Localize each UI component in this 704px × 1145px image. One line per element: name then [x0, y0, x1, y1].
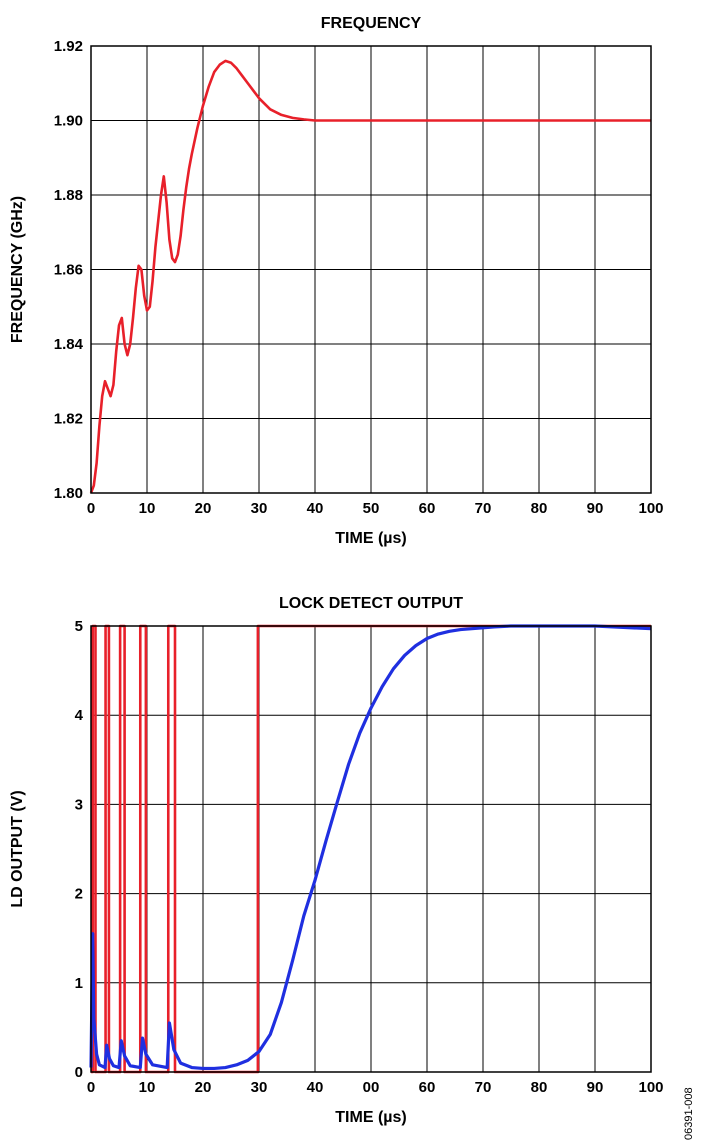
figure-id: 06391-008 [683, 1087, 695, 1140]
chart-title: FREQUENCY [321, 15, 422, 32]
x-tick-label: 80 [531, 1079, 548, 1096]
x-tick-label: 40 [307, 500, 324, 517]
frequency-series-line [89, 59, 651, 494]
plot-frame [90, 625, 652, 1073]
x-tick-label: 70 [475, 500, 492, 517]
y-tick-label: 1.88 [54, 187, 83, 204]
y-tick-label: 1 [75, 975, 83, 992]
y-tick-label: 5 [75, 618, 83, 635]
x-tick-label: 50 [363, 500, 380, 517]
x-tick-label: 90 [587, 500, 604, 517]
x-tick-label: 100 [638, 500, 663, 517]
y-tick-label: 1.90 [54, 113, 83, 130]
y-tick-label: 3 [75, 796, 83, 813]
plot-frame [90, 45, 652, 494]
x-tick-label: 100 [638, 1079, 663, 1096]
x-tick-label: 30 [251, 1079, 268, 1096]
y-axis-label: LD OUTPUT (V) [9, 790, 26, 907]
ld-analog-series-line [89, 624, 652, 1071]
x-tick-label: 00 [363, 1079, 380, 1096]
y-tick-label: 2 [75, 886, 83, 903]
y-tick-label: 0 [75, 1064, 83, 1081]
x-tick-label: 0 [87, 1079, 95, 1096]
x-axis-label: TIME (µs) [335, 1109, 406, 1126]
x-tick-label: 90 [587, 1079, 604, 1096]
y-axis-label: FREQUENCY (GHz) [9, 196, 26, 343]
frequency-chart: 0 10 20 30 40 50 60 70 80 90 100 1.80 1.82 1.84 1.86 1.… [9, 15, 664, 547]
x-tick-label: 30 [251, 500, 268, 517]
chart-title: LOCK DETECT OUTPUT [279, 595, 463, 612]
x-tick-label: 0 [87, 500, 95, 517]
x-tick-label: 10 [139, 500, 156, 517]
x-axis-label: TIME (µs) [335, 530, 406, 547]
y-tick-label: 1.80 [54, 485, 83, 502]
x-tick-label: 20 [195, 500, 212, 517]
x-tick-label: 70 [475, 1079, 492, 1096]
x-tick-label: 40 [307, 1079, 324, 1096]
ld-digital-series-line [91, 624, 651, 1074]
x-tick-label: 20 [195, 1079, 212, 1096]
y-tick-label: 1.92 [54, 38, 83, 55]
x-tick-label: 80 [531, 500, 548, 517]
lock-detect-chart: 0 10 20 30 40 00 60 70 80 90 100 0 1 2 3 4 5 LOCK DETECT … [9, 595, 664, 1126]
y-tick-label: 1.86 [54, 262, 83, 279]
x-tick-label: 10 [139, 1079, 156, 1096]
x-tick-label: 60 [419, 500, 436, 517]
y-tick-label: 1.82 [54, 411, 83, 428]
y-tick-label: 4 [75, 707, 84, 724]
y-tick-label: 1.84 [54, 336, 84, 353]
x-tick-label: 60 [419, 1079, 436, 1096]
